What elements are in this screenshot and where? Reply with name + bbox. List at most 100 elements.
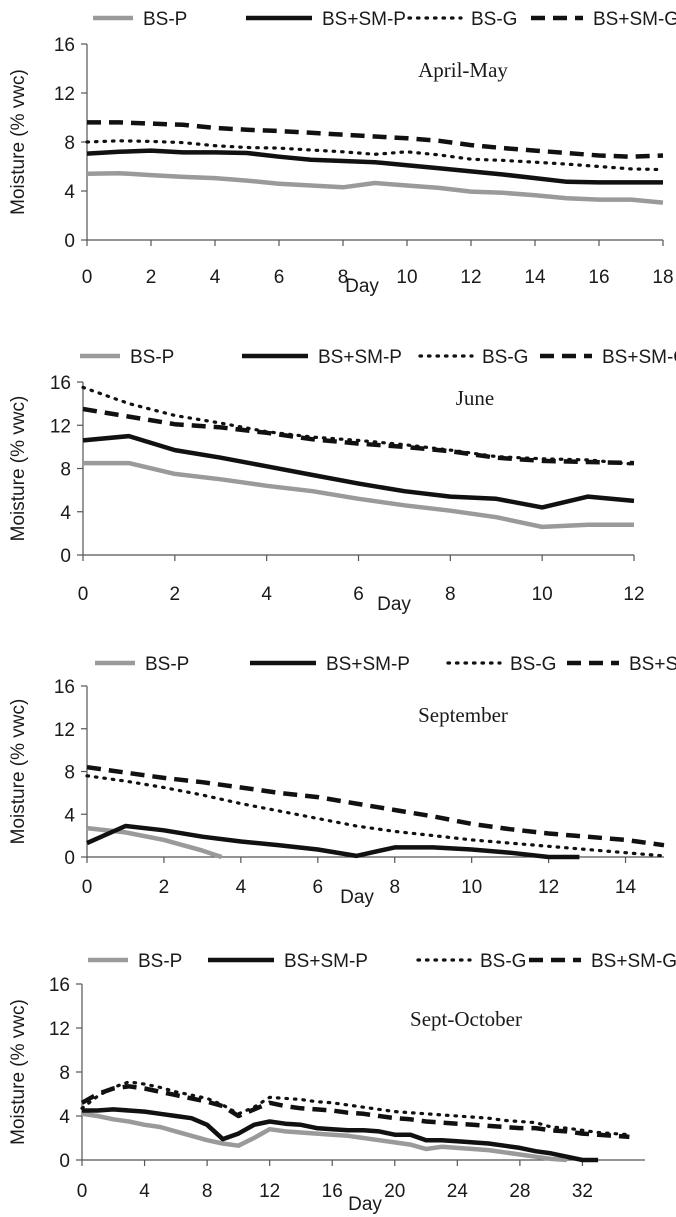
- legend-label: BS+SM-G: [591, 951, 676, 972]
- series-line-bs-sm-p: [86, 148, 663, 185]
- legend-label: BS+SM-P: [326, 654, 410, 675]
- legend-label: BS+SM-P: [318, 347, 402, 368]
- chart-panel-4: 0 4 8 12 16 0 4 8 12 16 20 24 28 32 Moisture (% vwc) Da…: [8, 951, 676, 1215]
- x-tick-label: 0: [82, 877, 93, 898]
- series-line-bs-sm-g: [86, 764, 665, 848]
- legend-label: BS-G: [482, 347, 528, 368]
- y-axis-title: Moisture (% vwc): [8, 699, 29, 845]
- y-tick-label: 16: [50, 373, 71, 394]
- x-tick-label: 10: [396, 267, 417, 288]
- y-tick-label: 16: [54, 35, 75, 56]
- series-line-bs-sm-p: [86, 823, 580, 860]
- y-tick-label: 4: [60, 503, 71, 524]
- legend-label: BS+SM-G: [593, 9, 676, 30]
- panel-title: June: [456, 386, 495, 410]
- x-tick-label: 8: [445, 584, 456, 605]
- x-tick-label: 16: [588, 267, 609, 288]
- legend-label: BS+SM-P: [322, 9, 406, 30]
- panel-title: April-May: [418, 58, 508, 82]
- y-tick-label: 4: [64, 182, 75, 203]
- series-line-bs-g: [81, 385, 636, 466]
- legend-label: BS+SM-P: [284, 951, 368, 972]
- x-axis-title: Day: [340, 887, 374, 908]
- x-tick-label: 8: [389, 877, 400, 898]
- series-line-bs-sm-p: [82, 1107, 599, 1163]
- legend-label: BS-P: [145, 654, 189, 675]
- x-axis-title: Day: [345, 276, 379, 297]
- x-tick-label: 8: [338, 267, 349, 288]
- x-tick-label: 2: [159, 877, 170, 898]
- legend-label: BS-G: [471, 9, 517, 30]
- x-axis-title: Day: [348, 1194, 382, 1215]
- y-axis-title: Moisture (% vwc): [8, 999, 29, 1145]
- y-tick-label: 16: [49, 975, 70, 996]
- x-tick-label: 4: [236, 877, 247, 898]
- series-line-bs-p: [83, 460, 634, 530]
- legend-label: BS-P: [143, 9, 187, 30]
- y-tick-label: 8: [60, 460, 71, 481]
- chart-panel-1: 0 4 8 12 16 0 2 4 6 8 10 12 14 16 18 Moisture (% vwc) Da…: [8, 9, 676, 297]
- x-tick-label: 8: [202, 1181, 213, 1202]
- x-tick-label: 18: [652, 267, 673, 288]
- x-tick-label: 28: [509, 1181, 530, 1202]
- y-tick-label: 8: [64, 763, 75, 784]
- x-tick-label: 16: [322, 1181, 343, 1202]
- x-tick-label: 6: [313, 877, 324, 898]
- chart-panel-3: 0 4 8 12 16 0 2 4 6 8 10 12 14 Moisture (% vwc) Day Sep…: [8, 654, 676, 908]
- series-line-bs-sm-g: [87, 120, 664, 159]
- y-tick-label: 16: [54, 677, 75, 698]
- y-tick-label: 0: [60, 546, 71, 567]
- series-line-bs-g: [80, 1080, 632, 1137]
- x-tick-label: 6: [274, 267, 285, 288]
- x-tick-label: 4: [139, 1181, 150, 1202]
- series-line-bs-sm-g: [82, 406, 635, 466]
- legend-label: BS+SM-G: [629, 654, 676, 675]
- series-line-bs-sm-g: [80, 1084, 630, 1140]
- series-line-bs-p: [86, 170, 664, 205]
- x-tick-label: 2: [146, 267, 157, 288]
- y-tick-label: 12: [49, 1019, 70, 1040]
- x-tick-label: 12: [259, 1181, 280, 1202]
- legend-label: BS-P: [130, 347, 174, 368]
- x-tick-label: 10: [532, 584, 553, 605]
- x-tick-label: 20: [384, 1181, 405, 1202]
- y-tick-label: 12: [50, 416, 71, 437]
- x-tick-label: 12: [623, 584, 644, 605]
- x-tick-label: 12: [538, 877, 559, 898]
- legend: BS-P BS+SM-P BS-G BS+SM-G: [80, 347, 676, 368]
- x-tick-label: 10: [461, 877, 482, 898]
- x-tick-label: 4: [210, 267, 221, 288]
- legend-label: BS-P: [138, 951, 182, 972]
- legend-label: BS-G: [480, 951, 526, 972]
- y-axis-title: Moisture (% vwc): [8, 69, 29, 215]
- x-tick-label: 14: [615, 877, 637, 898]
- chart-panel-2: 0 4 8 12 16 0 2 4 6 8 10 12 Moisture (% vwc) Day June B…: [8, 347, 676, 615]
- y-tick-label: 4: [64, 805, 75, 826]
- x-tick-label: 0: [78, 584, 89, 605]
- series-line-bs-g: [85, 774, 666, 858]
- series-line-bs-p: [81, 1111, 567, 1163]
- y-axis-title: Moisture (% vwc): [8, 396, 29, 542]
- x-tick-label: 4: [261, 584, 272, 605]
- series-line-bs-sm-p: [82, 433, 635, 510]
- legend: BS-P BS+SM-P BS-G BS+SM-G: [95, 654, 676, 675]
- panel-title: September: [418, 703, 508, 727]
- y-tick-label: 0: [64, 848, 75, 869]
- legend: BS-P BS+SM-P BS-G BS+SM-G: [88, 951, 676, 972]
- x-tick-label: 14: [524, 267, 546, 288]
- y-tick-label: 8: [59, 1063, 70, 1084]
- legend-label: BS-G: [510, 654, 556, 675]
- x-axis-title: Day: [377, 594, 411, 615]
- legend-label: BS+SM-G: [602, 347, 676, 368]
- y-tick-label: 0: [64, 231, 75, 252]
- panel-title: Sept-October: [410, 1007, 522, 1031]
- y-tick-label: 0: [59, 1151, 70, 1172]
- x-tick-label: 0: [82, 267, 93, 288]
- x-tick-label: 6: [353, 584, 364, 605]
- y-tick-label: 12: [54, 84, 75, 105]
- y-tick-label: 8: [64, 133, 75, 154]
- x-tick-label: 24: [447, 1181, 469, 1202]
- y-tick-label: 12: [54, 720, 75, 741]
- x-tick-label: 2: [170, 584, 181, 605]
